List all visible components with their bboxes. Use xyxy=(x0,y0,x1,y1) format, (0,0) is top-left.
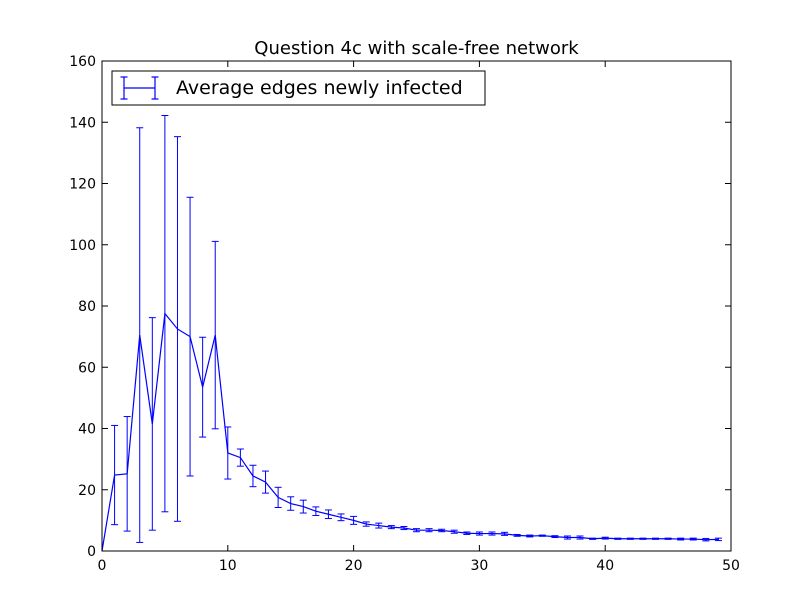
y-tick-label: 80 xyxy=(78,299,96,315)
x-tick-label: 30 xyxy=(470,558,488,574)
y-tick-label: 0 xyxy=(87,544,96,560)
x-tick-label: 50 xyxy=(722,558,740,574)
y-tick-label: 60 xyxy=(78,360,96,376)
y-tick-label: 100 xyxy=(69,238,96,254)
ticks-layer: 0 10 20 30 40 50 0 20 40 60 80 100 120 140 160 xyxy=(69,54,740,574)
chart-title: Question 4c with scale-free network xyxy=(254,38,579,59)
y-tick-label: 120 xyxy=(69,177,96,193)
legend: Average edges newly infected xyxy=(111,70,486,106)
series-layer xyxy=(101,115,722,552)
y-tick-label: 20 xyxy=(78,483,96,499)
legend-box xyxy=(111,70,486,106)
legend-swatch xyxy=(120,76,159,100)
x-tick-label: 10 xyxy=(219,558,237,574)
legend-label: Average edges newly infected xyxy=(176,77,463,99)
plot-frame xyxy=(101,60,732,552)
x-tick-label: 40 xyxy=(596,558,614,574)
y-tick-label: 160 xyxy=(69,54,96,70)
x-tick-label: 20 xyxy=(345,558,363,574)
series-line xyxy=(101,312,719,552)
y-tick-label: 40 xyxy=(78,422,96,438)
x-tick-label: 0 xyxy=(98,558,107,574)
y-tick-label: 140 xyxy=(69,115,96,131)
